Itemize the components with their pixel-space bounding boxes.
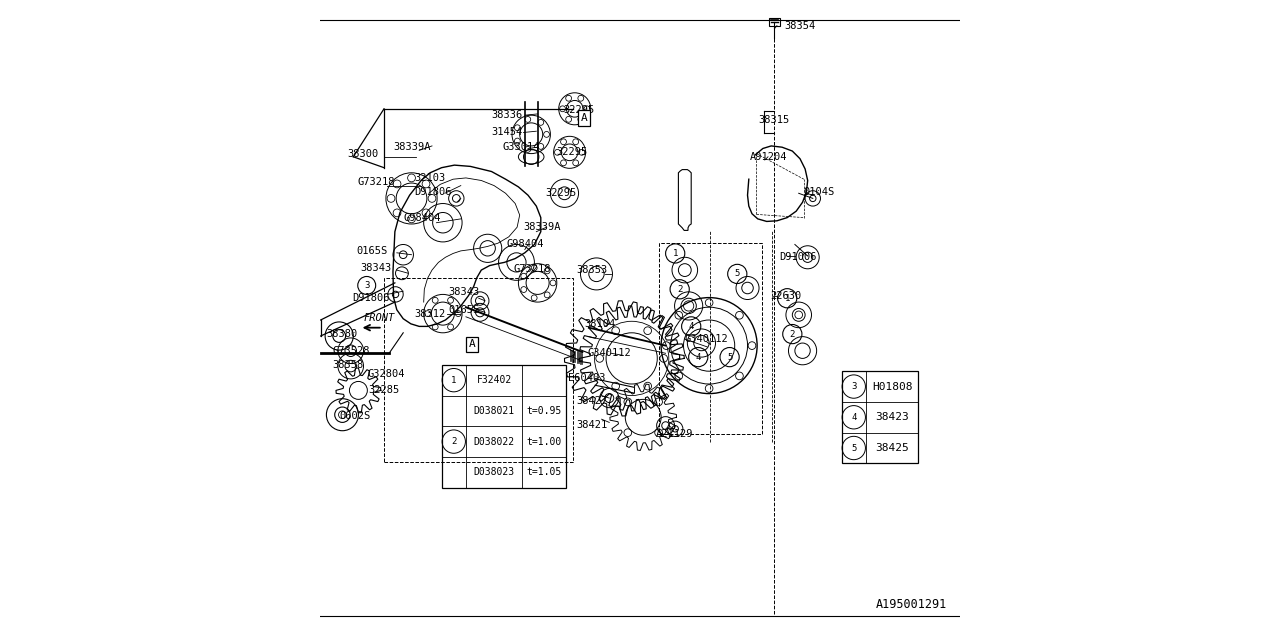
Text: D038021: D038021	[474, 406, 515, 416]
Text: A: A	[581, 113, 588, 123]
Text: G73218: G73218	[513, 264, 550, 274]
Text: G73218: G73218	[357, 177, 394, 188]
Text: 38343: 38343	[361, 262, 392, 273]
Text: D038023: D038023	[474, 467, 515, 477]
Text: A: A	[468, 339, 476, 349]
Bar	[769, 18, 780, 26]
Text: 0165S: 0165S	[448, 305, 479, 315]
Text: D91006: D91006	[780, 252, 817, 262]
Text: G98404: G98404	[507, 239, 544, 250]
Text: t=1.00: t=1.00	[526, 436, 562, 447]
Text: 3: 3	[851, 382, 856, 391]
Text: D91806: D91806	[352, 293, 389, 303]
Text: 32295: 32295	[557, 147, 588, 157]
Text: 22630: 22630	[771, 291, 801, 301]
Text: G33014: G33014	[502, 142, 540, 152]
Text: 38312: 38312	[415, 308, 445, 319]
Text: G32804: G32804	[369, 369, 406, 380]
Text: 31454: 31454	[492, 127, 522, 138]
Text: 38354: 38354	[785, 20, 815, 31]
Text: 0165S: 0165S	[356, 246, 388, 256]
Text: D038022: D038022	[474, 436, 515, 447]
Text: 2: 2	[677, 285, 682, 294]
Text: 1: 1	[451, 376, 457, 385]
Text: 38421: 38421	[576, 420, 607, 430]
Text: A91204: A91204	[750, 152, 787, 162]
Text: 38343: 38343	[448, 287, 479, 298]
Text: G98404: G98404	[403, 212, 440, 223]
Text: G340112: G340112	[685, 334, 728, 344]
Text: H01808: H01808	[872, 381, 913, 392]
Text: G73528: G73528	[333, 346, 370, 356]
Text: 1: 1	[785, 294, 790, 303]
Text: 32103: 32103	[415, 173, 445, 183]
Text: 38339A: 38339A	[524, 222, 561, 232]
Text: 38339A: 38339A	[394, 142, 431, 152]
Text: G340112: G340112	[588, 348, 631, 358]
Text: 32295: 32295	[545, 188, 576, 198]
Text: 0104S: 0104S	[804, 187, 835, 197]
Text: D91806: D91806	[415, 187, 452, 197]
Text: 2: 2	[790, 330, 795, 339]
Text: 38353: 38353	[576, 265, 607, 275]
Text: 4: 4	[689, 322, 694, 331]
Bar	[659, 243, 762, 434]
Text: 1: 1	[672, 249, 678, 258]
Text: 5: 5	[727, 353, 732, 362]
Text: 38300: 38300	[348, 148, 379, 159]
Text: 38425: 38425	[876, 443, 909, 453]
Text: A21129: A21129	[657, 429, 694, 439]
Text: 4: 4	[695, 353, 701, 362]
Text: E60403: E60403	[568, 372, 605, 383]
Bar	[442, 365, 566, 488]
Text: 4: 4	[851, 413, 856, 422]
Text: 38104: 38104	[584, 319, 616, 329]
Text: 3: 3	[364, 281, 370, 290]
Text: A195001291: A195001291	[876, 598, 947, 611]
Text: 38380: 38380	[326, 329, 357, 339]
Text: t=0.95: t=0.95	[526, 406, 562, 416]
Text: 38358: 38358	[333, 360, 364, 370]
Bar	[384, 278, 573, 462]
Text: 0602S: 0602S	[339, 411, 370, 421]
Text: 38315: 38315	[759, 115, 790, 125]
Text: FRONT: FRONT	[364, 313, 394, 323]
Bar	[842, 371, 918, 463]
Text: 32285: 32285	[369, 385, 399, 396]
Text: 38336: 38336	[492, 110, 522, 120]
Text: 38423: 38423	[876, 412, 909, 422]
Text: t=1.05: t=1.05	[526, 467, 562, 477]
Text: 38427: 38427	[576, 396, 607, 406]
Text: 5: 5	[735, 269, 740, 278]
Text: 5: 5	[851, 444, 856, 452]
Text: F32402: F32402	[476, 375, 512, 385]
Text: 2: 2	[451, 437, 457, 446]
Text: 32295: 32295	[563, 105, 594, 115]
